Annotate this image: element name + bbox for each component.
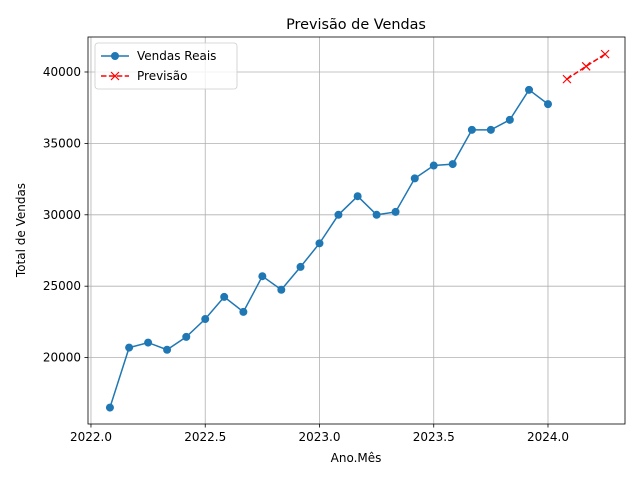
y-tick-label: 40000 (43, 65, 81, 79)
data-point (353, 192, 362, 201)
data-point (410, 174, 419, 183)
data-point (372, 210, 381, 219)
data-point (144, 338, 153, 347)
y-axis-label: Total de Vendas (14, 183, 28, 278)
legend: Vendas Reais Previsão (94, 42, 238, 90)
legend-label: Vendas Reais (137, 49, 216, 63)
legend-marker (111, 52, 119, 60)
x-tick-label: 2023.5 (413, 430, 455, 444)
data-point (581, 61, 591, 71)
x-tick-label: 2023.0 (298, 430, 340, 444)
data-point (334, 210, 343, 219)
data-point (277, 285, 286, 294)
data-point (201, 315, 210, 324)
data-point (258, 272, 267, 281)
data-point (296, 262, 305, 271)
data-point (543, 100, 552, 109)
plot-frame (87, 36, 626, 425)
ticks: 2022.0 2022.5 2023.0 2023.5 2024.0 20000 25000… (43, 65, 569, 444)
data-point (505, 115, 514, 124)
data-point (448, 160, 457, 169)
legend-box (94, 42, 238, 90)
data-point (125, 343, 134, 352)
data-point (315, 239, 324, 248)
y-tick-label: 30000 (43, 208, 81, 222)
series-layer (105, 49, 610, 412)
x-axis-label: Ano.Mês (331, 451, 382, 465)
data-point (525, 85, 534, 94)
y-tick-label: 20000 (43, 351, 81, 365)
y-tick-label: 25000 (43, 279, 81, 293)
grid (88, 37, 625, 424)
legend-label: Previsão (137, 69, 187, 83)
x-tick-label: 2024.0 (527, 430, 569, 444)
legend-marker (110, 71, 120, 81)
data-point (467, 125, 476, 134)
data-point (391, 207, 400, 216)
data-point (163, 345, 172, 354)
x-tick-label: 2022.0 (70, 430, 112, 444)
data-point (600, 49, 610, 59)
data-point (182, 332, 191, 341)
y-tick-label: 35000 (43, 136, 81, 150)
data-point (220, 292, 229, 301)
data-point (562, 74, 572, 84)
data-point (486, 125, 495, 134)
data-point (239, 307, 248, 316)
x-tick-label: 2022.5 (184, 430, 226, 444)
data-point (429, 161, 438, 170)
data-point (105, 403, 114, 412)
chart-title: Previsão de Vendas (286, 17, 426, 33)
